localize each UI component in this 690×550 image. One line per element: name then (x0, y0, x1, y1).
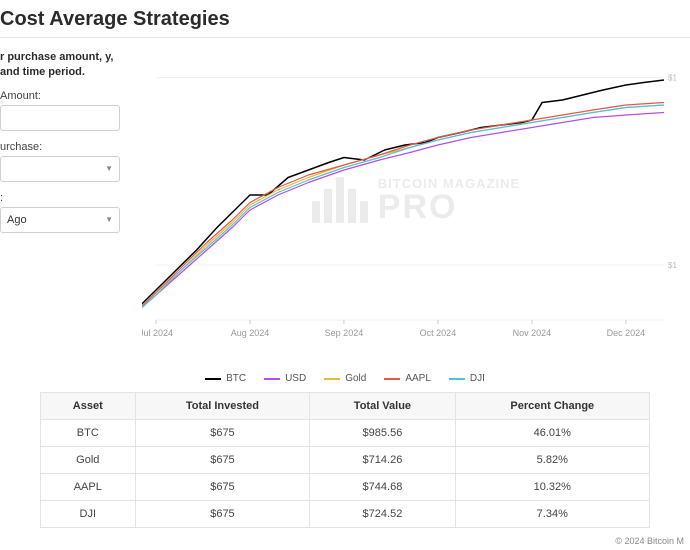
table-cell: DJI (41, 501, 136, 528)
table-cell: $744.68 (310, 474, 455, 501)
table-cell: 7.34% (455, 501, 649, 528)
table-cell: Gold (41, 447, 136, 474)
table-cell: $675 (135, 420, 310, 447)
table-header-cell: Percent Change (455, 393, 649, 420)
legend-label: AAPL (405, 373, 431, 384)
copyright-footer: © 2024 Bitcoin M (0, 532, 690, 550)
purchase-label: urchase: (0, 141, 130, 153)
controls-instructions: r purchase amount, y, and time period. (0, 50, 130, 80)
table-row: DJI$675$724.527.34% (41, 501, 650, 528)
amount-label: Amount: (0, 90, 130, 102)
purchase-field: urchase: ▼ (0, 141, 130, 182)
amount-input[interactable] (0, 105, 120, 131)
legend-swatch (205, 378, 221, 380)
table-cell: 10.32% (455, 474, 649, 501)
table-row: BTC$675$985.5646.01% (41, 420, 650, 447)
table-cell: $675 (135, 474, 310, 501)
legend-label: USD (285, 373, 306, 384)
content-row: r purchase amount, y, and time period. A… (0, 50, 690, 367)
purchase-select[interactable]: ▼ (0, 156, 120, 182)
divider (0, 37, 690, 38)
table-cell: 46.01% (455, 420, 649, 447)
chart-area: Jul 2024 Aug 2024 Sep 2024 Oct 2024 Nov 2024… (142, 50, 690, 350)
table-header-cell: Total Value (310, 393, 455, 420)
table-cell: $985.56 (310, 420, 455, 447)
legend-swatch (264, 378, 280, 380)
period-select[interactable]: Ago ▼ (0, 207, 120, 233)
svg-text:Oct 2024: Oct 2024 (420, 328, 457, 338)
period-field: : Ago ▼ (0, 192, 130, 233)
controls-panel: r purchase amount, y, and time period. A… (0, 50, 130, 367)
legend-label: Gold (345, 373, 366, 384)
chevron-down-icon: ▼ (105, 215, 113, 224)
table-cell: $724.52 (310, 501, 455, 528)
period-label: : (0, 192, 130, 204)
results-table-wrap: AssetTotal InvestedTotal ValuePercent Ch… (0, 392, 690, 532)
page-title: Cost Average Strategies (0, 8, 690, 31)
svg-text:Nov 2024: Nov 2024 (513, 328, 552, 338)
svg-text:Jul 2024: Jul 2024 (142, 328, 173, 338)
legend-item[interactable]: BTC (205, 373, 246, 384)
table-cell: $714.26 (310, 447, 455, 474)
table-row: Gold$675$714.265.82% (41, 447, 650, 474)
table-header-cell: Total Invested (135, 393, 310, 420)
table-header-cell: Asset (41, 393, 136, 420)
table-cell: $675 (135, 501, 310, 528)
legend-item[interactable]: Gold (324, 373, 366, 384)
chart-legend: BTC USD Gold AAPL DJI (0, 373, 690, 384)
period-select-value: Ago (7, 214, 27, 226)
amount-field: Amount: (0, 90, 130, 131)
results-table: AssetTotal InvestedTotal ValuePercent Ch… (40, 392, 650, 528)
table-cell: 5.82% (455, 447, 649, 474)
legend-item[interactable]: AAPL (384, 373, 431, 384)
table-cell: AAPL (41, 474, 136, 501)
svg-text:Dec 2024: Dec 2024 (607, 328, 646, 338)
legend-swatch (384, 378, 400, 380)
legend-label: BTC (226, 373, 246, 384)
table-cell: BTC (41, 420, 136, 447)
legend-item[interactable]: USD (264, 373, 306, 384)
svg-text:Sep 2024: Sep 2024 (325, 328, 364, 338)
table-row: AAPL$675$744.6810.32% (41, 474, 650, 501)
svg-text:Aug 2024: Aug 2024 (231, 328, 270, 338)
legend-item[interactable]: DJI (449, 373, 485, 384)
legend-swatch (324, 378, 340, 380)
table-cell: $675 (135, 447, 310, 474)
svg-text:$1: $1 (668, 261, 677, 270)
legend-swatch (449, 378, 465, 380)
line-chart: Jul 2024 Aug 2024 Sep 2024 Oct 2024 Nov 2024… (142, 50, 690, 350)
svg-text:$1: $1 (668, 74, 677, 83)
legend-label: DJI (470, 373, 485, 384)
chevron-down-icon: ▼ (105, 164, 113, 173)
